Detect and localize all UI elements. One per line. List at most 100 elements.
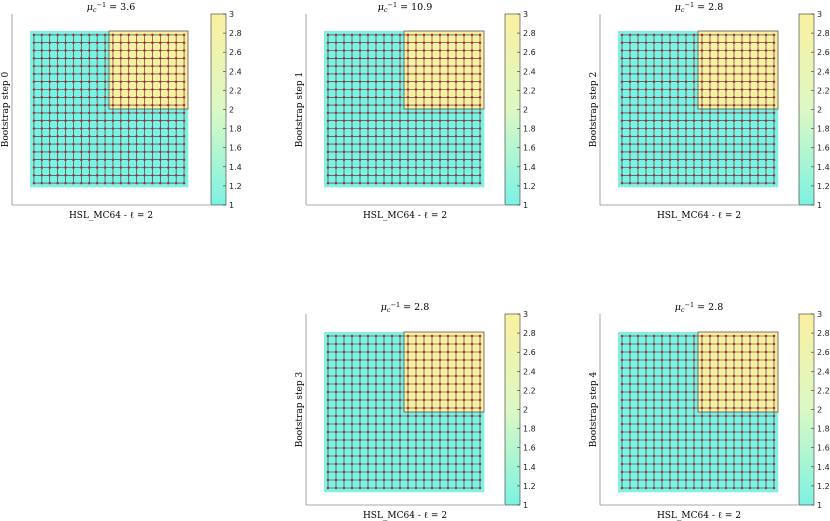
mesh-node	[620, 158, 624, 161]
mesh-node	[167, 72, 170, 76]
mesh-node	[454, 80, 458, 83]
mesh-node	[454, 33, 458, 37]
mesh-node	[764, 350, 768, 354]
mesh-node	[716, 80, 720, 83]
mesh-node	[151, 119, 154, 122]
mesh-node	[478, 166, 482, 169]
mesh-node	[644, 57, 648, 60]
mesh-node	[470, 150, 474, 154]
mesh-node	[620, 358, 624, 362]
mesh-node	[748, 80, 752, 83]
mesh-node	[700, 150, 704, 154]
mesh-node	[382, 478, 386, 482]
mesh-node	[628, 470, 632, 474]
mesh-node	[390, 103, 394, 107]
mesh-node	[334, 430, 338, 434]
mesh-node	[350, 454, 354, 458]
mesh-node	[724, 430, 728, 434]
mesh-node	[724, 478, 728, 482]
mesh-node	[72, 127, 75, 130]
mesh-node	[80, 181, 83, 185]
mesh-node	[406, 334, 410, 338]
mesh-node	[700, 88, 704, 91]
mesh-node	[366, 127, 370, 130]
mesh-node	[143, 57, 146, 60]
mesh-node	[446, 430, 450, 434]
mesh-node	[358, 374, 362, 378]
mesh-node	[382, 398, 386, 402]
mesh-node	[135, 142, 138, 146]
mesh-node	[64, 96, 67, 99]
mesh-node	[732, 358, 736, 362]
mesh-node	[334, 158, 338, 161]
mesh-node	[478, 33, 482, 37]
mesh-node	[764, 158, 768, 161]
mesh-node	[724, 486, 728, 490]
mesh-node	[644, 111, 648, 115]
mesh-node	[398, 350, 402, 354]
mesh-node	[764, 127, 768, 130]
mesh-node	[119, 166, 123, 169]
mesh-node	[692, 454, 696, 458]
mesh-node	[724, 406, 728, 410]
mesh-node	[350, 181, 354, 185]
colorbar-tick-label: 2	[523, 106, 528, 115]
mesh-node	[732, 422, 736, 426]
mesh-node	[684, 438, 688, 442]
mesh-node	[167, 158, 170, 161]
mesh-node	[668, 33, 672, 37]
mesh-node	[620, 430, 624, 434]
mesh-node	[478, 486, 482, 490]
mesh-node	[48, 166, 51, 169]
mesh-node	[414, 414, 418, 418]
mesh-node	[80, 49, 83, 52]
mesh-node	[462, 166, 466, 169]
mesh-node	[350, 462, 354, 466]
mesh-node	[326, 446, 330, 450]
mesh-node	[636, 486, 640, 490]
mesh-node	[748, 33, 752, 37]
mesh-node	[478, 142, 482, 146]
mesh-node	[684, 366, 688, 370]
mesh-node	[478, 64, 482, 68]
mesh-node	[470, 181, 474, 185]
mesh-node	[382, 64, 386, 68]
mesh-node	[446, 470, 450, 474]
mesh-node	[174, 127, 178, 130]
mesh-node	[676, 390, 680, 394]
mesh-node	[350, 382, 354, 386]
mesh-node	[716, 103, 720, 107]
mesh-node	[422, 142, 426, 146]
mesh-node	[382, 438, 386, 442]
y-axis-label: Bootstrap step 4	[589, 371, 599, 447]
mesh-node	[350, 374, 354, 378]
mesh-node	[64, 57, 67, 60]
mesh-node	[326, 80, 330, 83]
mesh-node	[692, 33, 696, 37]
mesh-node	[103, 119, 107, 122]
mesh-node	[446, 374, 450, 378]
mesh-node	[676, 422, 680, 426]
mesh-node	[756, 158, 760, 161]
mesh-node	[382, 33, 386, 37]
mesh-node	[119, 127, 123, 130]
mesh-node	[668, 382, 672, 386]
mesh-node	[414, 382, 418, 386]
mesh-node	[40, 135, 44, 138]
mesh-node	[358, 103, 362, 107]
colorbar-tick-label: 1	[523, 501, 528, 510]
mesh-node	[111, 150, 115, 154]
mesh-node	[151, 72, 154, 76]
mesh-node	[700, 358, 704, 362]
mesh-node	[398, 374, 402, 378]
mesh-node	[64, 64, 67, 68]
mesh-node	[708, 390, 712, 394]
mesh-node	[446, 414, 450, 418]
mesh-node	[374, 142, 378, 146]
mesh-node	[390, 33, 394, 37]
mesh-node	[334, 127, 338, 130]
y-axis-label: Bootstrap step 2	[589, 72, 599, 148]
mesh-node	[732, 103, 736, 107]
mesh-node	[103, 158, 107, 161]
mesh-node	[684, 390, 688, 394]
